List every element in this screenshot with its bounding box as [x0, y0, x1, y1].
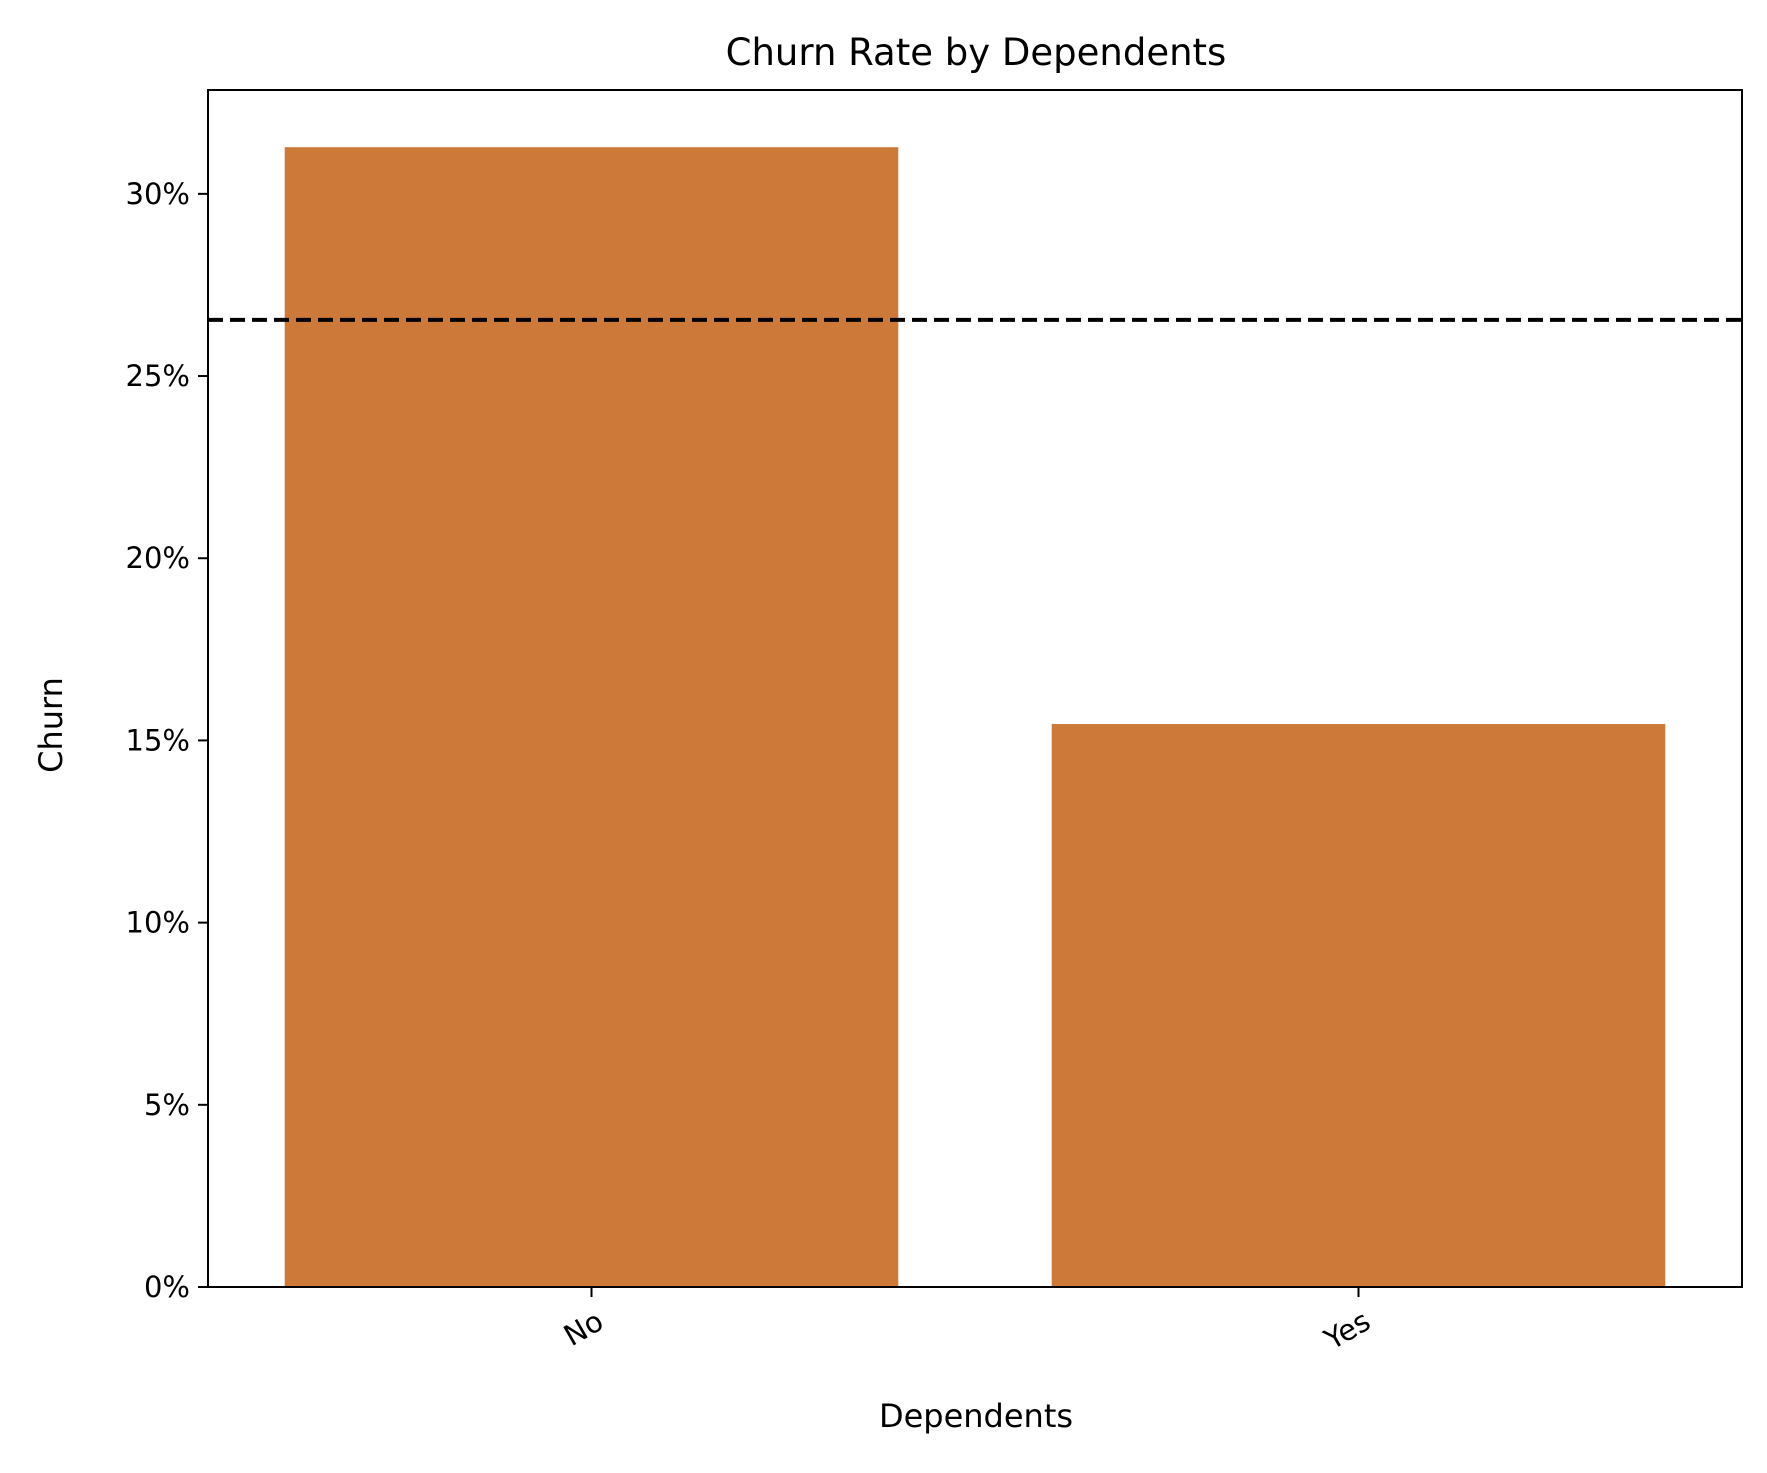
y-tick-label: 10%	[126, 906, 190, 940]
y-tick-label: 30%	[126, 177, 190, 211]
y-tick-label: 0%	[144, 1270, 190, 1304]
bar-yes	[1051, 724, 1666, 1287]
plot-frame	[207, 89, 1743, 1288]
y-axis-label: Churn	[32, 677, 70, 773]
y-tick-label: 5%	[144, 1088, 190, 1122]
x-tick-label: No	[558, 1304, 609, 1353]
y-tick-label: 15%	[126, 723, 190, 757]
bar-no	[284, 147, 899, 1287]
x-axis-label: Dependents	[879, 1397, 1073, 1435]
bars-layer	[284, 147, 1666, 1287]
y-tick-label: 25%	[126, 359, 190, 393]
chart-title: Churn Rate by Dependents	[726, 31, 1227, 74]
y-tick-label: 20%	[126, 541, 190, 575]
x-tick-label: Yes	[1318, 1304, 1376, 1357]
